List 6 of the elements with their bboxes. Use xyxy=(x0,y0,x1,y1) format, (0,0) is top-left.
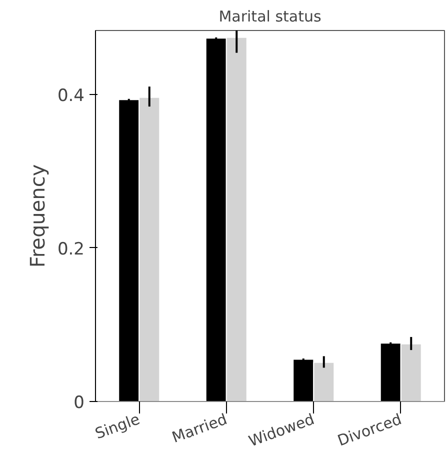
y-tick-label: 0.2 xyxy=(57,239,85,260)
x-tick-label: Single xyxy=(92,410,142,443)
chart-title: Marital status xyxy=(218,8,322,26)
y-tick-label: 0 xyxy=(74,393,85,413)
y-tick-label: 0.4 xyxy=(57,86,85,106)
y-axis-title: Frequency xyxy=(25,164,50,268)
